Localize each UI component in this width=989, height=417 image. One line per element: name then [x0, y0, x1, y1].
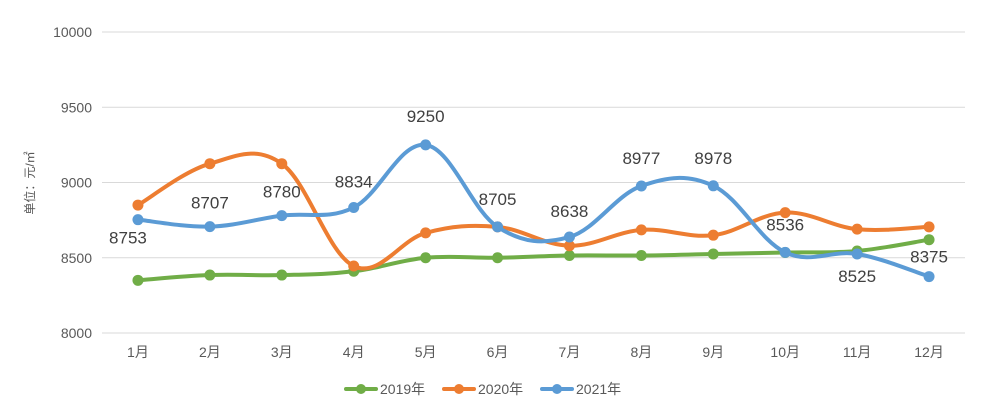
x-tick-label: 4月 — [343, 344, 365, 360]
data-point — [779, 246, 791, 258]
data-point — [276, 158, 288, 170]
data-point — [707, 229, 719, 241]
data-point — [276, 269, 288, 281]
y-axis-tick-labels: 8000 8500 9000 9500 10000 — [53, 24, 92, 341]
data-point — [420, 139, 432, 151]
data-label: 8525 — [838, 267, 876, 286]
legend-item: 2019年 — [344, 381, 425, 397]
data-label: 8978 — [694, 149, 732, 168]
legend-label: 2019年 — [380, 381, 425, 397]
x-axis-tick-labels: 1月 2月 3月 4月 5月 6月 7月 8月 9月 10月 11月 12月 — [127, 344, 944, 360]
x-tick-label: 6月 — [487, 344, 509, 360]
series-1 — [132, 151, 935, 272]
x-tick-label: 10月 — [770, 344, 800, 360]
data-point — [851, 223, 863, 235]
data-label: 8638 — [551, 202, 589, 221]
data-label: 8375 — [910, 248, 948, 267]
x-tick-label: 7月 — [559, 344, 581, 360]
y-tick-label: 9000 — [61, 175, 92, 191]
data-label: 8705 — [479, 190, 517, 209]
data-point — [563, 231, 575, 243]
y-tick-label: 8500 — [61, 250, 92, 266]
data-point — [132, 214, 144, 226]
data-point — [276, 210, 288, 222]
data-label: 8780 — [263, 183, 301, 202]
data-point — [204, 269, 216, 281]
data-point — [923, 234, 935, 246]
legend-label: 2020年 — [478, 381, 523, 397]
data-point — [492, 252, 504, 264]
data-point — [492, 221, 504, 233]
data-point — [132, 199, 144, 211]
x-tick-label: 5月 — [415, 344, 437, 360]
x-tick-label: 3月 — [271, 344, 293, 360]
y-tick-label: 8000 — [61, 325, 92, 341]
x-tick-label: 11月 — [843, 344, 872, 360]
data-point — [348, 201, 360, 213]
data-label: 8536 — [766, 215, 804, 234]
data-labels: 8753 8707 8780 8834 9250 8705 8638 8977 8978 8536… — [109, 107, 948, 286]
data-point — [635, 249, 647, 261]
data-point — [563, 249, 575, 261]
legend-swatch-marker — [552, 384, 562, 394]
data-point — [204, 221, 216, 233]
data-point — [420, 252, 432, 264]
data-label: 8977 — [622, 149, 660, 168]
data-label: 9250 — [407, 107, 445, 126]
data-point — [563, 240, 575, 252]
data-point — [923, 221, 935, 233]
data-point — [420, 227, 432, 239]
y-tick-label: 9500 — [61, 99, 92, 115]
series-lines — [132, 139, 935, 286]
legend-swatch-marker — [356, 384, 366, 394]
x-tick-label: 12月 — [914, 344, 944, 360]
legend-item: 2020年 — [442, 381, 523, 397]
data-label: 8753 — [109, 229, 147, 248]
data-point — [707, 180, 719, 192]
legend-swatch-marker — [454, 384, 464, 394]
data-label: 8707 — [191, 194, 229, 213]
x-tick-label: 8月 — [630, 344, 652, 360]
data-point — [132, 274, 144, 286]
series-2 — [132, 139, 935, 283]
data-point — [707, 248, 719, 260]
x-tick-label: 1月 — [127, 344, 149, 360]
legend-item: 2021年 — [540, 381, 621, 397]
x-tick-label: 9月 — [702, 344, 724, 360]
x-tick-label: 2月 — [199, 344, 221, 360]
y-tick-label: 10000 — [53, 24, 92, 40]
data-point — [635, 224, 647, 236]
data-label: 8834 — [335, 172, 373, 191]
series-line — [135, 237, 932, 283]
legend: 2019年 2020年 2021年 — [344, 381, 621, 397]
gridlines — [102, 31, 965, 334]
legend-label: 2021年 — [576, 381, 621, 397]
y-axis-title: 单位：元/㎡ — [22, 151, 37, 214]
data-point — [779, 207, 791, 219]
data-point — [635, 180, 647, 192]
data-point — [923, 271, 935, 283]
data-point — [348, 260, 360, 272]
data-point — [204, 158, 216, 170]
data-point — [851, 248, 863, 260]
